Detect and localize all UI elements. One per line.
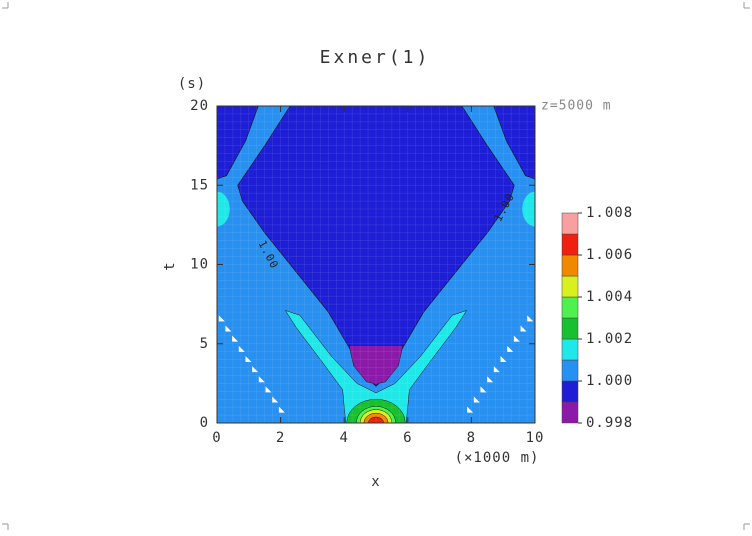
y-tick-label: 5 [200,336,209,352]
contour-tick [493,366,500,373]
annotation: z=5000 m [541,99,612,114]
contour-tick [278,406,285,413]
contour-tick [473,396,480,403]
colorbar-band [561,296,579,319]
colorbar-band [561,317,579,340]
x-tick-label: 10 [526,430,545,446]
y-axis-label: t [162,261,178,270]
contour-tick [467,406,474,413]
contour-tick [232,335,239,342]
x-axis-label: x [371,474,380,490]
contour-tick [527,315,534,322]
contour-tick [218,315,225,322]
colorbar-band [561,401,579,424]
colorbar-tick-label: 1.002 [586,331,633,347]
contour-tick [513,335,520,342]
crop-marks [2,2,750,530]
y-tick-label: 15 [190,177,209,193]
contour-tick [500,355,507,362]
colorbar-band [561,275,579,298]
colorbar-band [561,233,579,256]
y-tick-label: 0 [200,415,209,431]
contour-tick [480,386,487,393]
colorbar-band [561,359,579,382]
colorbar-band [561,254,579,277]
contour-field [217,106,535,423]
y-tick-label: 10 [190,257,209,273]
y-tick-label: 20 [190,98,209,114]
contour-tick [238,345,245,352]
contour-region [217,191,230,227]
contour-tick [487,376,494,383]
x-tick-label: 0 [212,430,221,446]
contour-tick [252,366,259,373]
contour-tick [258,376,265,383]
contour-tick [245,355,252,362]
contour-region [348,345,404,385]
contour-tick [507,345,514,352]
colorbar-tick-label: 1.000 [586,373,633,389]
contour-tick [225,325,232,332]
contour-region [217,106,259,180]
x-unit: (×1000 m) [455,450,540,466]
x-tick-label: 6 [403,430,412,446]
contour-tick [520,325,527,332]
colorbar-band [561,338,579,361]
x-tick-label: 4 [339,430,348,446]
colorbar-tick-label: 1.004 [586,289,633,305]
colorbar-tick-label: 1.006 [586,247,633,263]
contour-tick [265,386,272,393]
colorbar-tick-label: 1.008 [586,205,633,221]
contour-tick [272,396,279,403]
colorbar-tick-label: 0.998 [586,415,633,431]
x-tick-label: 8 [467,430,476,446]
colorbar-band [561,380,579,403]
contour-region [522,191,535,227]
chart-title: Exner(1) [320,47,431,68]
y-unit: (s) [178,76,206,92]
colorbar-band [561,212,579,235]
x-tick-label: 2 [276,430,285,446]
contour-region [493,106,535,180]
